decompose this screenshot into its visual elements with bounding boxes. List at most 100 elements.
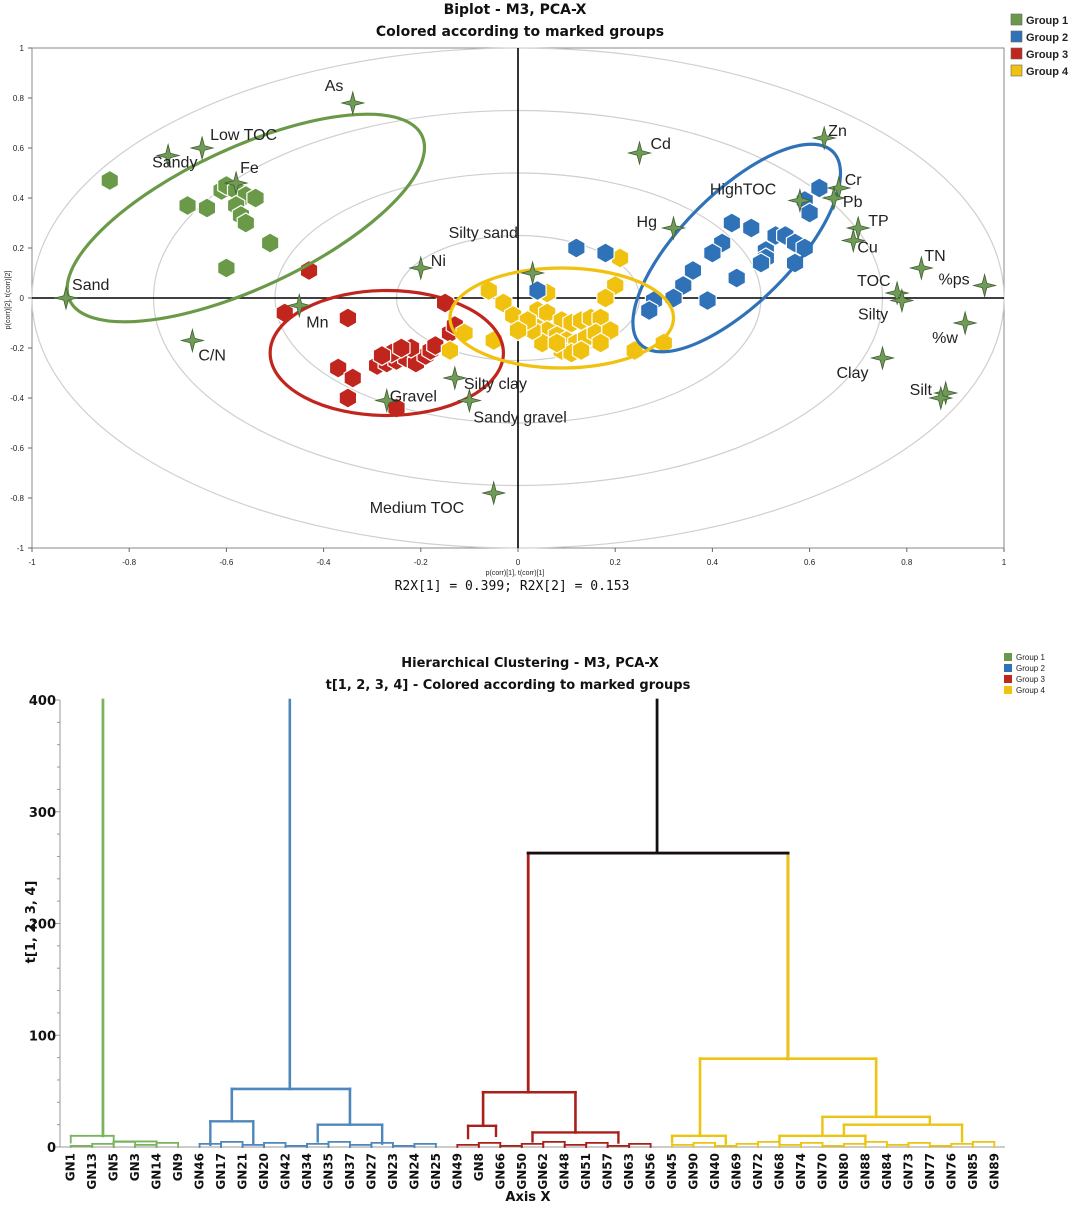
biplot-ticks: -1 -0.8 -0.6 -0.4 -0.2 0 0.2 0.4 0.6 0.8 1 1 0.8 0.6 0… bbox=[10, 44, 1007, 567]
observation-point bbox=[236, 212, 256, 234]
variable-marker bbox=[155, 142, 181, 169]
variable-marker bbox=[908, 255, 934, 281]
observation-point bbox=[683, 259, 703, 282]
observation-point bbox=[751, 252, 771, 274]
observation-point bbox=[591, 332, 610, 354]
variable-label: Zn bbox=[828, 123, 847, 140]
leaf-label: GN89 bbox=[987, 1153, 1001, 1190]
observation-point bbox=[785, 252, 805, 274]
dendrogram-subtitle: t[1, 2, 3, 4] - Colored according to mar… bbox=[326, 678, 691, 693]
leaf-label: GN77 bbox=[923, 1153, 937, 1190]
observation-point bbox=[260, 232, 280, 254]
variable-marker bbox=[179, 327, 205, 354]
leaf-label: GN57 bbox=[601, 1153, 615, 1190]
observation-point bbox=[338, 307, 358, 329]
variable-label: TOC bbox=[857, 273, 890, 290]
observation-point bbox=[703, 242, 722, 264]
leaf-label: GN80 bbox=[837, 1153, 851, 1190]
leaf-label: GN23 bbox=[386, 1153, 400, 1190]
leaf-label: GN69 bbox=[730, 1153, 744, 1190]
biplot-r2x-footer: R2X[1] = 0.399; R2X[2] = 0.153 bbox=[395, 579, 630, 594]
group-ellipse bbox=[448, 266, 676, 370]
x-tick-label: 0.8 bbox=[901, 558, 913, 567]
variable-marker bbox=[660, 215, 687, 241]
variable-label: Silt bbox=[910, 382, 933, 399]
legend-label: Group 4 bbox=[1026, 66, 1069, 78]
variable-label: Fe bbox=[240, 160, 259, 177]
leaf-label: GN63 bbox=[622, 1153, 636, 1190]
y-tick-label: 1 bbox=[20, 44, 25, 53]
dendrogram-legend: Group 1 Group 2 Group 3 Group 4 bbox=[1004, 653, 1045, 695]
variable-marker bbox=[481, 480, 507, 506]
variable-label: Silty clay bbox=[464, 376, 527, 393]
variable-marker bbox=[952, 310, 978, 336]
y-tick-label: -0.8 bbox=[10, 494, 24, 503]
leaf-label: GN50 bbox=[515, 1153, 529, 1190]
variable-label: HighTOC bbox=[710, 182, 776, 199]
legend-swatch bbox=[1010, 30, 1023, 43]
observation-point bbox=[246, 187, 265, 209]
x-tick-label: 1 bbox=[1002, 558, 1007, 567]
leaf-label: GN1 bbox=[64, 1153, 78, 1181]
leaf-label: GN88 bbox=[858, 1153, 872, 1190]
variable-marker bbox=[821, 185, 847, 211]
variable-marker bbox=[340, 90, 366, 116]
legend-swatch bbox=[1004, 653, 1012, 661]
x-tick-label: -0.4 bbox=[317, 558, 331, 567]
dendrogram: Hierarchical Clustering - M3, PCA-X t[1,… bbox=[24, 653, 1045, 1205]
leaf-label: GN14 bbox=[150, 1153, 164, 1190]
variable-label: TP bbox=[868, 213, 888, 230]
variable-marker bbox=[442, 365, 468, 391]
observation-point bbox=[440, 339, 460, 362]
observation-point bbox=[741, 217, 761, 239]
variable-label: Clay bbox=[837, 365, 869, 382]
x-tick-label: -0.6 bbox=[220, 558, 234, 567]
x-tick-label: 0.6 bbox=[804, 558, 816, 567]
leaf-label: GN13 bbox=[85, 1153, 99, 1190]
variable-marker bbox=[286, 292, 312, 319]
observation-point bbox=[639, 299, 659, 322]
variable-label: Hg bbox=[637, 214, 657, 231]
leaf-label: GN49 bbox=[450, 1153, 464, 1190]
leaf-label: GN48 bbox=[558, 1153, 572, 1190]
dendrogram-tree bbox=[69, 698, 996, 1148]
variable-label: Pb bbox=[843, 194, 863, 211]
legend-label: Group 2 bbox=[1026, 32, 1068, 44]
variable-marker bbox=[811, 125, 837, 151]
leaf-label: GN25 bbox=[429, 1153, 443, 1190]
observation-point bbox=[197, 197, 217, 219]
y-tick-label: 0.2 bbox=[13, 244, 25, 253]
variable-label: Sandy gravel bbox=[473, 410, 566, 427]
variable-label: Low TOC bbox=[210, 127, 277, 144]
variable-label: %w bbox=[932, 330, 958, 347]
observation-point bbox=[392, 337, 411, 359]
leaf-label: GN84 bbox=[880, 1153, 894, 1190]
x-tick-label: 0.4 bbox=[707, 558, 719, 567]
biplot-y-axis-label: p(corr)[2], t(corr)[2] bbox=[5, 271, 12, 330]
dendrogram-leaf-labels: GN1 GN13 GN5 GN3 GN14 GN9 GN46 GN17 GN21 GN20 GN42… bbox=[64, 1153, 1002, 1190]
group-ellipse bbox=[631, 142, 843, 354]
leaf-label: GN62 bbox=[536, 1153, 550, 1190]
group-ellipse bbox=[268, 288, 506, 418]
observation-point bbox=[217, 257, 236, 279]
leaf-label: GN51 bbox=[579, 1153, 593, 1190]
observation-point bbox=[547, 332, 567, 354]
biplot-axes bbox=[32, 48, 1004, 548]
variable-label: Cd bbox=[651, 136, 671, 153]
y-tick-label: 0.4 bbox=[13, 194, 25, 203]
leaf-label: GN46 bbox=[193, 1153, 207, 1190]
variable-label: Gravel bbox=[390, 389, 437, 406]
legend-label: Group 1 bbox=[1016, 653, 1045, 662]
variable-marker bbox=[840, 227, 866, 254]
observation-point bbox=[664, 287, 683, 309]
observation-point bbox=[343, 367, 362, 389]
observation-point bbox=[178, 194, 197, 217]
biplot-x-axis-label: p(corr)[1], t(corr)[1] bbox=[486, 570, 545, 577]
leaf-label: GN76 bbox=[944, 1153, 958, 1190]
variable-marker bbox=[889, 287, 915, 314]
variable-label: Ni bbox=[431, 253, 446, 270]
observation-point bbox=[567, 237, 586, 259]
variable-marker bbox=[456, 387, 482, 414]
variable-label: Cr bbox=[845, 172, 863, 189]
